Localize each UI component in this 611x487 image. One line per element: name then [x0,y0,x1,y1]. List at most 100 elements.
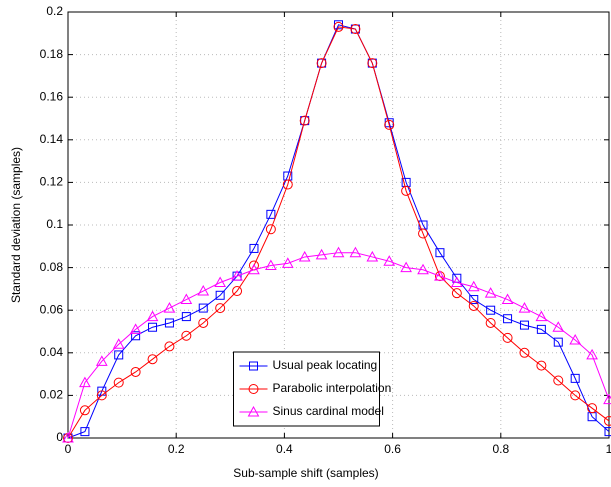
series-line [67,252,610,439]
y-tick-label: 0.02 [40,388,64,402]
y-tick-label: 0.2 [46,4,63,18]
data-point [215,303,226,314]
y-tick-label: 0.18 [40,47,64,61]
data-point [400,261,412,273]
data-point [451,288,462,299]
data-point [299,115,310,126]
data-point [604,427,611,437]
data-point [215,290,225,300]
data-point [148,322,158,332]
data-point [519,347,530,358]
data-point [96,390,107,401]
legend-label: Usual peak locating [273,358,378,372]
x-tick-label: 0.4 [276,442,293,456]
data-point [80,427,90,437]
data-point [502,332,513,343]
data-point [130,366,141,377]
data-point [282,179,293,190]
data-point [586,348,598,360]
data-point [536,360,547,371]
data-point [366,250,379,262]
series-line [67,26,610,439]
data-point [536,324,546,334]
legend-marker [248,384,259,394]
y-tick-label: 0.04 [40,345,64,359]
data-point [146,310,159,322]
y-tick-label: 0 [56,430,63,444]
data-point [603,393,611,405]
data-point [112,338,125,349]
data-point [163,302,176,313]
x-tick-label: 0 [65,442,72,456]
y-tick-label: 0.08 [40,260,64,274]
data-point [553,375,564,386]
data-point [535,310,548,322]
data-point [383,255,396,266]
data-point [587,403,598,414]
y-tick-label: 0.16 [40,89,64,103]
data-point [552,321,565,332]
data-point [147,354,158,365]
data-point [570,390,581,401]
data-point [435,248,445,258]
data-point [519,320,529,330]
data-point [62,431,74,443]
data-point [518,302,531,313]
legend-label: Parabolic interpolation [273,381,392,395]
data-point [553,337,563,347]
data-point [266,209,276,219]
data-point [131,331,141,341]
data-point [316,58,327,69]
x-tick-label: 1 [606,442,611,456]
data-point [79,405,90,416]
data-point [570,373,580,383]
data-point [485,317,496,328]
data-point [401,185,412,196]
data-point [214,276,227,288]
data-point [450,276,463,288]
data-point [501,293,514,305]
data-point [265,224,276,235]
data-point [113,377,124,388]
data-point [315,248,328,260]
data-point [417,263,429,275]
data-point [503,314,513,324]
data-point [604,415,611,426]
data-point [332,246,345,258]
data-point [198,303,208,313]
data-point [418,228,429,239]
data-point [469,295,479,305]
data-point [486,305,496,315]
y-tick-label: 0.14 [40,132,64,146]
data-point [114,350,124,360]
data-point [249,243,259,253]
data-point [181,330,192,341]
data-point [95,355,108,366]
legend-label: Sinus cardinal model [273,404,384,418]
data-point [197,285,210,296]
data-point [164,341,175,352]
data-point [129,323,142,334]
x-axis-label: Sub-sample shift (samples) [233,466,378,480]
data-point [350,24,361,35]
data-point [384,119,395,130]
data-point [467,280,480,292]
data-point [333,21,344,32]
data-point [434,270,446,281]
y-tick-label: 0.12 [40,175,64,189]
data-point [79,376,91,388]
data-point [367,58,378,69]
data-point [468,300,479,311]
data-point [265,259,277,270]
x-tick-label: 0.2 [168,442,185,456]
x-tick-label: 0.8 [492,442,509,456]
data-point [349,246,362,258]
data-point [298,250,311,262]
data-point [569,333,582,345]
y-axis-label: Standard deviation (samples) [9,147,23,303]
data-point [484,287,497,298]
data-point [231,270,243,281]
plot-frame [67,11,610,439]
x-tick-label: 0.6 [384,442,401,456]
